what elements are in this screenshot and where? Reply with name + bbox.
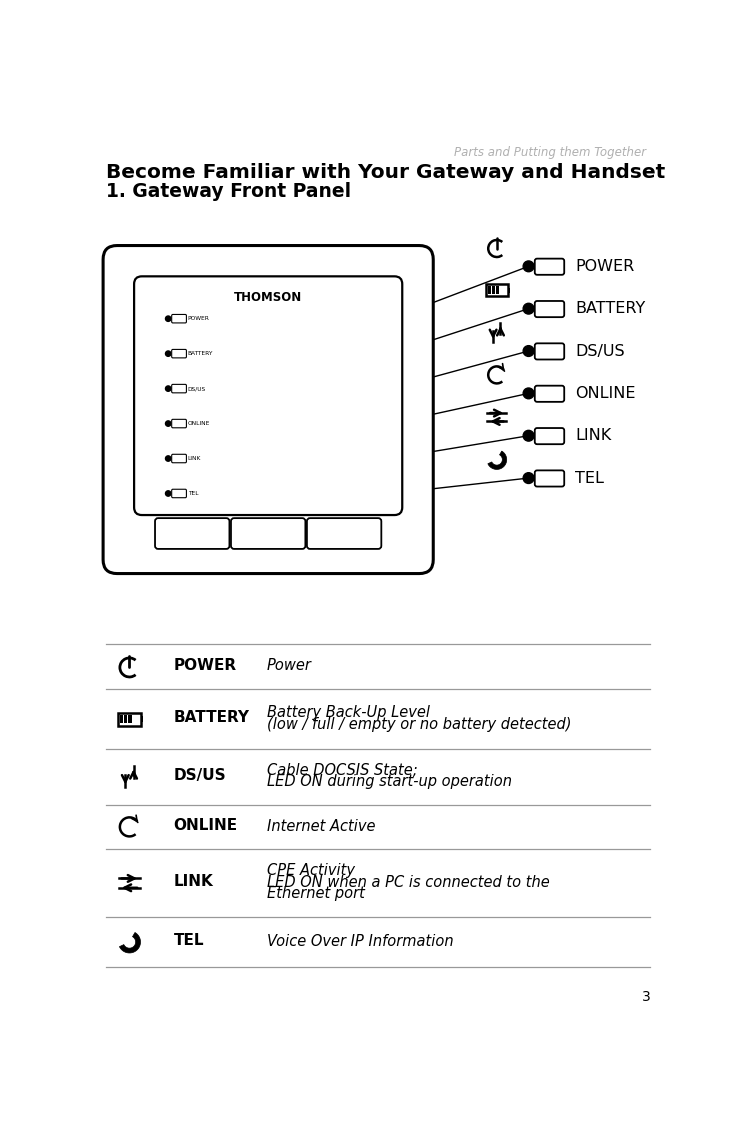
Bar	[492, 286, 494, 294]
FancyBboxPatch shape	[172, 385, 187, 393]
Text: TEL: TEL	[575, 471, 604, 486]
Bar	[128, 715, 131, 723]
FancyBboxPatch shape	[172, 419, 187, 428]
Text: BATTERY: BATTERY	[187, 351, 213, 356]
FancyBboxPatch shape	[535, 386, 565, 402]
Text: LINK: LINK	[575, 428, 611, 444]
Text: Battery Back-Up Level: Battery Back-Up Level	[266, 705, 430, 720]
Circle shape	[165, 316, 171, 321]
Text: Power: Power	[266, 658, 311, 673]
Circle shape	[165, 490, 171, 496]
FancyBboxPatch shape	[307, 518, 382, 549]
Circle shape	[523, 472, 534, 484]
Text: CPE Activity: CPE Activity	[266, 864, 355, 878]
FancyBboxPatch shape	[535, 428, 565, 444]
Text: LINK: LINK	[173, 874, 213, 889]
Polygon shape	[488, 451, 507, 470]
Bar	[496, 286, 499, 294]
FancyBboxPatch shape	[535, 301, 565, 317]
Text: LINK: LINK	[187, 456, 201, 461]
Text: ONLINE: ONLINE	[173, 818, 238, 833]
Text: LED ON when a PC is connected to the: LED ON when a PC is connected to the	[266, 875, 549, 890]
Circle shape	[165, 421, 171, 427]
Text: POWER: POWER	[187, 317, 210, 321]
Circle shape	[523, 303, 534, 314]
FancyBboxPatch shape	[155, 518, 230, 549]
Circle shape	[165, 351, 171, 356]
FancyBboxPatch shape	[535, 470, 565, 487]
Text: POWER: POWER	[173, 657, 237, 673]
Bar	[488, 286, 491, 294]
Bar	[120, 715, 123, 723]
FancyBboxPatch shape	[535, 343, 565, 360]
FancyBboxPatch shape	[172, 350, 187, 358]
FancyBboxPatch shape	[134, 276, 402, 515]
FancyBboxPatch shape	[231, 518, 306, 549]
Text: BATTERY: BATTERY	[173, 711, 249, 725]
Circle shape	[165, 456, 171, 461]
Text: ONLINE: ONLINE	[575, 386, 635, 401]
Text: (low / full / empty or no battery detected): (low / full / empty or no battery detect…	[266, 716, 571, 732]
Polygon shape	[120, 933, 140, 953]
Circle shape	[523, 388, 534, 398]
Text: THOMSON: THOMSON	[234, 292, 303, 304]
Text: Voice Over IP Information: Voice Over IP Information	[266, 934, 453, 949]
FancyBboxPatch shape	[103, 245, 433, 573]
Text: POWER: POWER	[575, 259, 635, 274]
Text: Internet Active: Internet Active	[266, 818, 375, 833]
Text: TEL: TEL	[173, 933, 204, 948]
FancyBboxPatch shape	[172, 454, 187, 463]
Text: LED ON during start-up operation: LED ON during start-up operation	[266, 774, 511, 789]
Bar	[124, 715, 128, 723]
Text: Cable DOCSIS State;: Cable DOCSIS State;	[266, 763, 417, 777]
Bar	[141, 716, 143, 722]
Text: 3: 3	[641, 990, 650, 1004]
FancyBboxPatch shape	[535, 259, 565, 275]
Text: Become Familiar with Your Gateway and Handset: Become Familiar with Your Gateway and Ha…	[106, 163, 666, 182]
Text: BATTERY: BATTERY	[575, 301, 645, 317]
Text: Parts and Putting them Together: Parts and Putting them Together	[455, 146, 646, 159]
FancyBboxPatch shape	[172, 314, 187, 323]
FancyBboxPatch shape	[172, 489, 187, 498]
Circle shape	[523, 346, 534, 356]
Text: DS/US: DS/US	[575, 344, 624, 359]
Circle shape	[165, 386, 171, 392]
Text: TEL: TEL	[187, 491, 198, 496]
Text: DS/US: DS/US	[187, 386, 206, 392]
Text: Ethernet port: Ethernet port	[266, 886, 365, 901]
Circle shape	[523, 430, 534, 442]
Text: DS/US: DS/US	[173, 767, 227, 783]
Text: 1. Gateway Front Panel: 1. Gateway Front Panel	[106, 183, 351, 201]
Circle shape	[523, 261, 534, 271]
Bar	[508, 287, 510, 293]
Text: ONLINE: ONLINE	[187, 421, 210, 426]
